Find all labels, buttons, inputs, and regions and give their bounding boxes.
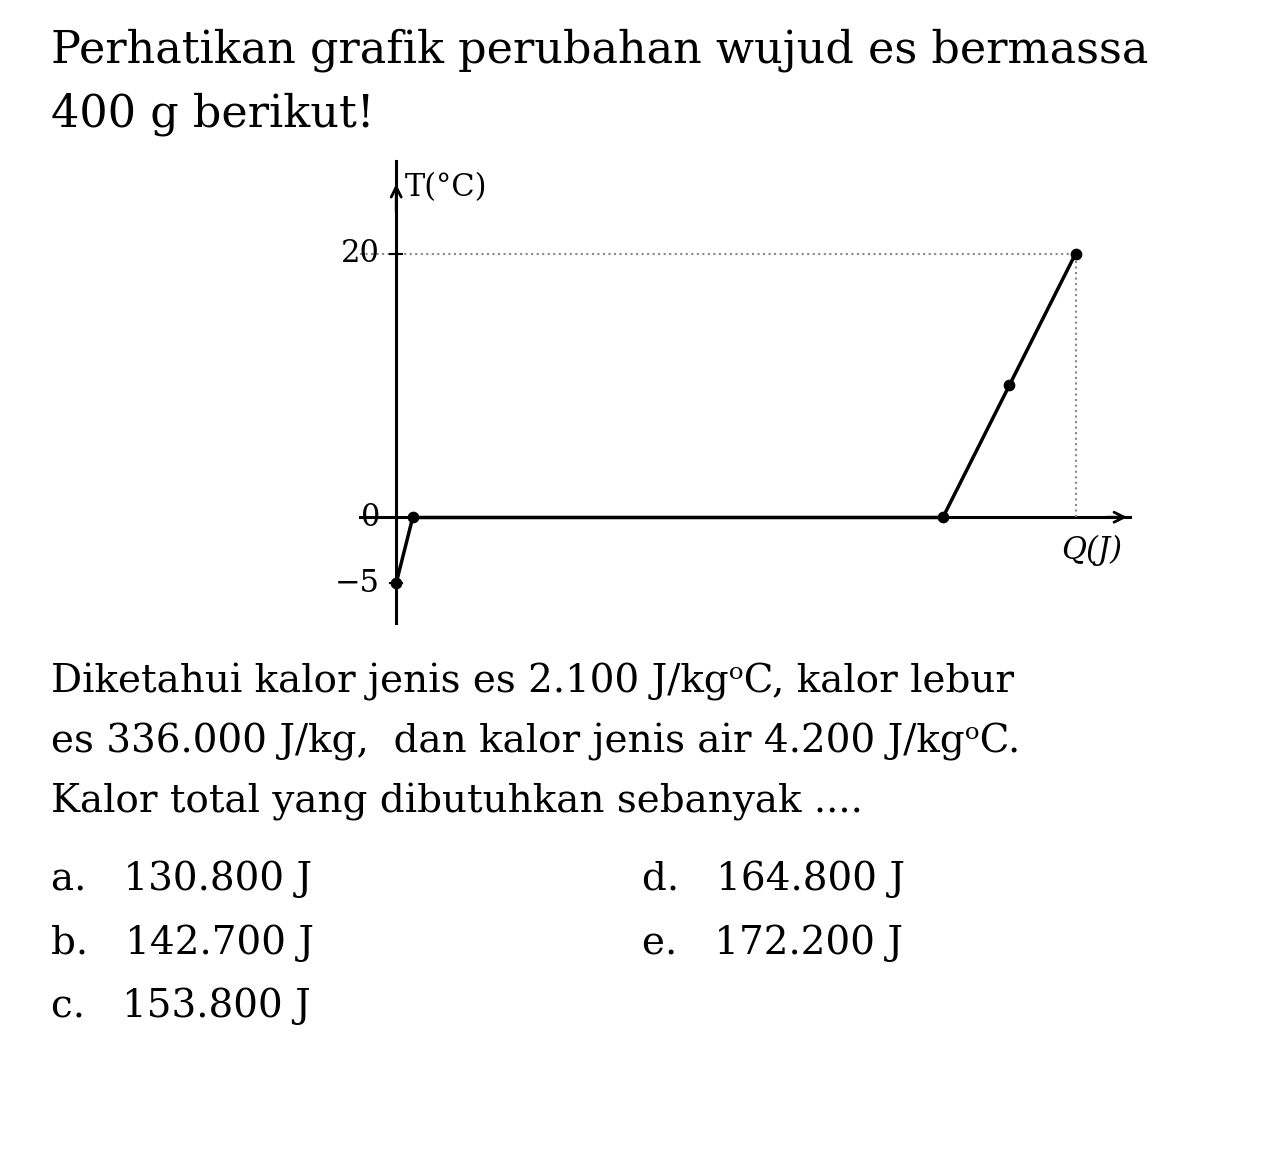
Text: Q(J): Q(J) (1062, 534, 1122, 566)
Text: e.   172.200 J: e. 172.200 J (642, 925, 903, 962)
Text: −5: −5 (335, 567, 380, 598)
Text: a.   130.800 J: a. 130.800 J (51, 861, 312, 898)
Text: Kalor total yang dibutuhkan sebanyak ....: Kalor total yang dibutuhkan sebanyak ...… (51, 783, 863, 821)
Point (999, 376, 1019, 394)
Text: 20: 20 (342, 239, 380, 269)
Text: 0: 0 (361, 502, 380, 533)
Point (932, 508, 953, 527)
Point (386, 574, 407, 593)
Text: b.   142.700 J: b. 142.700 J (51, 925, 315, 962)
Point (1066, 244, 1086, 263)
Point (402, 508, 422, 527)
Text: d.   164.800 J: d. 164.800 J (642, 861, 905, 898)
Text: es 336.000 J/kg,  dan kalor jenis air 4.200 J/kgᵒC.: es 336.000 J/kg, dan kalor jenis air 4.2… (51, 723, 1021, 761)
Text: Perhatikan grafik perubahan wujud es bermassa: Perhatikan grafik perubahan wujud es ber… (51, 29, 1149, 73)
Text: T(°C): T(°C) (404, 172, 488, 203)
Text: Diketahui kalor jenis es 2.100 J/kgᵒC, kalor lebur: Diketahui kalor jenis es 2.100 J/kgᵒC, k… (51, 663, 1014, 701)
Text: c.   153.800 J: c. 153.800 J (51, 988, 311, 1025)
Text: 400 g berikut!: 400 g berikut! (51, 92, 375, 136)
